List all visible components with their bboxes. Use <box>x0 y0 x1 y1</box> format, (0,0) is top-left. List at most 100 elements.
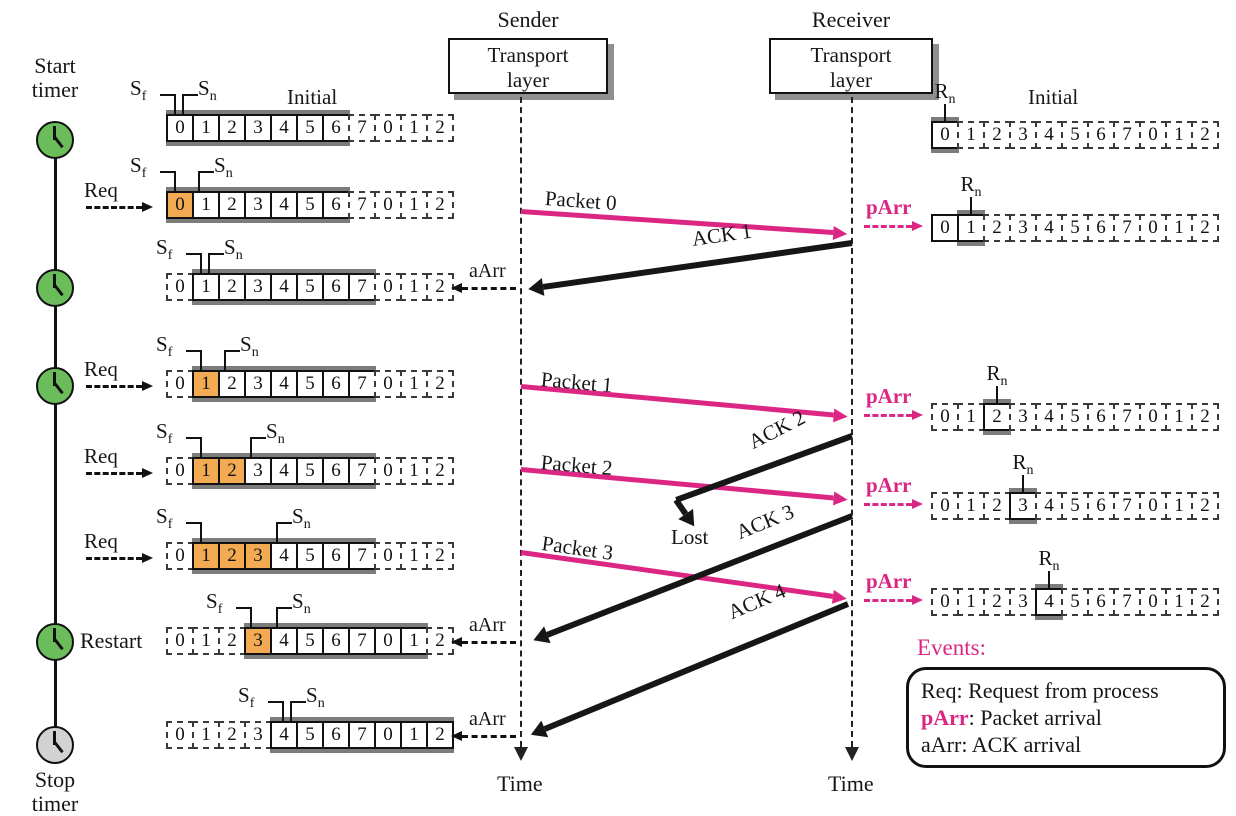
sf-connector <box>186 253 202 275</box>
sn-marker-label: Sn <box>292 589 311 617</box>
window-cell: 3 <box>244 370 272 398</box>
sn-connector <box>250 437 266 459</box>
window-cell: 3 <box>244 721 272 749</box>
sn-connector <box>276 607 292 629</box>
parr-event-label: pArr <box>866 473 912 497</box>
window-cell: 2 <box>426 542 454 570</box>
window-cell: 2 <box>426 627 454 655</box>
start-timer-clock-icon <box>36 121 74 159</box>
window-cell: 2 <box>218 370 246 398</box>
rn-marker-label: Rn <box>934 79 956 107</box>
window-cell: 2 <box>1191 214 1219 242</box>
sf-connector <box>268 701 284 723</box>
window-cell: 0 <box>166 191 194 219</box>
events-legend-box: Req: Request from process pArr: Packet a… <box>906 667 1226 768</box>
window-cell: 0 <box>931 492 959 520</box>
window-cell: 0 <box>1139 588 1167 616</box>
window-cell: 1 <box>1165 588 1193 616</box>
sn-connector <box>182 94 198 116</box>
aarr-event-label: aArr <box>469 260 506 282</box>
parr-event-label: pArr <box>866 384 912 408</box>
window-cell: 3 <box>1009 588 1037 616</box>
window-cell: 4 <box>270 457 298 485</box>
rn-tick <box>944 104 946 121</box>
aarr-event-label: aArr <box>469 614 506 636</box>
window-cell: 6 <box>1087 588 1115 616</box>
sf-marker-label: Sf <box>156 332 173 360</box>
window-cell: 5 <box>296 721 324 749</box>
window-cell: 4 <box>1035 403 1063 431</box>
rn-marker-label: Rn <box>1012 450 1034 478</box>
window-cell: 0 <box>374 114 402 142</box>
window-cell: 2 <box>218 457 246 485</box>
sf-marker-label: Sf <box>156 504 173 532</box>
window-cell: 7 <box>348 273 376 301</box>
window-cell: 0 <box>374 370 402 398</box>
sf-connector <box>160 94 176 116</box>
sender-title: Sender <box>497 7 559 32</box>
window-cell: 7 <box>1113 403 1141 431</box>
sf-connector <box>236 607 252 629</box>
ack-2-lost-arrowhead <box>673 498 689 516</box>
window-cell: 6 <box>322 273 350 301</box>
window-cell: 0 <box>166 721 194 749</box>
window-cell: 6 <box>322 721 350 749</box>
window-cell: 1 <box>957 588 985 616</box>
stop-label-line1: Stop <box>34 767 76 792</box>
window-cell: 3 <box>244 273 272 301</box>
parr-arrow <box>864 220 923 231</box>
req-event-label: Req <box>84 444 118 468</box>
req-arrow <box>86 552 153 563</box>
window-cell: 7 <box>1113 214 1141 242</box>
window-cell: 1 <box>400 191 428 219</box>
timer-clock-icon <box>36 367 74 405</box>
stop-label-line2: timer <box>31 791 79 816</box>
rn-marker-label: Rn <box>960 172 982 200</box>
window-cell: 1 <box>957 492 985 520</box>
window-cell: 1 <box>192 457 220 485</box>
window-cell: 0 <box>166 542 194 570</box>
window-cell: 0 <box>166 627 194 655</box>
window-cell: 2 <box>218 114 246 142</box>
start-timer-label: Start timer <box>20 54 90 102</box>
window-cell: 4 <box>1035 492 1063 520</box>
window-cell: 0 <box>166 114 194 142</box>
rn-marker-label: Rn <box>986 361 1008 389</box>
window-cell: 2 <box>426 370 454 398</box>
window-cell: 2 <box>983 588 1011 616</box>
sn-marker-label: Sn <box>306 683 325 711</box>
sn-connector <box>208 253 224 275</box>
window-cell: 1 <box>192 370 220 398</box>
window-cell: 6 <box>1087 214 1115 242</box>
window-cell: 2 <box>218 542 246 570</box>
legend-desc: : ACK arrival <box>961 732 1082 757</box>
window-cell: 2 <box>426 721 454 749</box>
timer-clock-icon <box>36 269 74 307</box>
stop-timer-label: Stop timer <box>20 768 90 816</box>
sf-connector <box>186 350 202 372</box>
window-cell: 6 <box>1087 492 1115 520</box>
receiver-initial-label: Initial <box>1028 85 1079 109</box>
sender-transport-layer-box: Transport layer <box>448 38 608 94</box>
req-arrow <box>86 380 153 391</box>
rn-tick <box>1048 571 1050 588</box>
sn-marker-label: Sn <box>240 332 259 360</box>
window-cell: 1 <box>1165 403 1193 431</box>
window-cell: 0 <box>166 370 194 398</box>
window-cell: 2 <box>983 121 1011 149</box>
window-cell: 2 <box>218 721 246 749</box>
legend-item-req: Req: Request from process <box>921 677 1211 704</box>
window-cell: 0 <box>374 273 402 301</box>
rn-marker-label: Rn <box>1038 546 1060 574</box>
window-cell: 6 <box>1087 121 1115 149</box>
transport-line1: Transport <box>487 43 569 67</box>
window-cell: 1 <box>400 114 428 142</box>
sf-marker-label: Sf <box>130 153 147 181</box>
window-cell: 0 <box>374 721 402 749</box>
parr-arrow <box>864 409 923 420</box>
